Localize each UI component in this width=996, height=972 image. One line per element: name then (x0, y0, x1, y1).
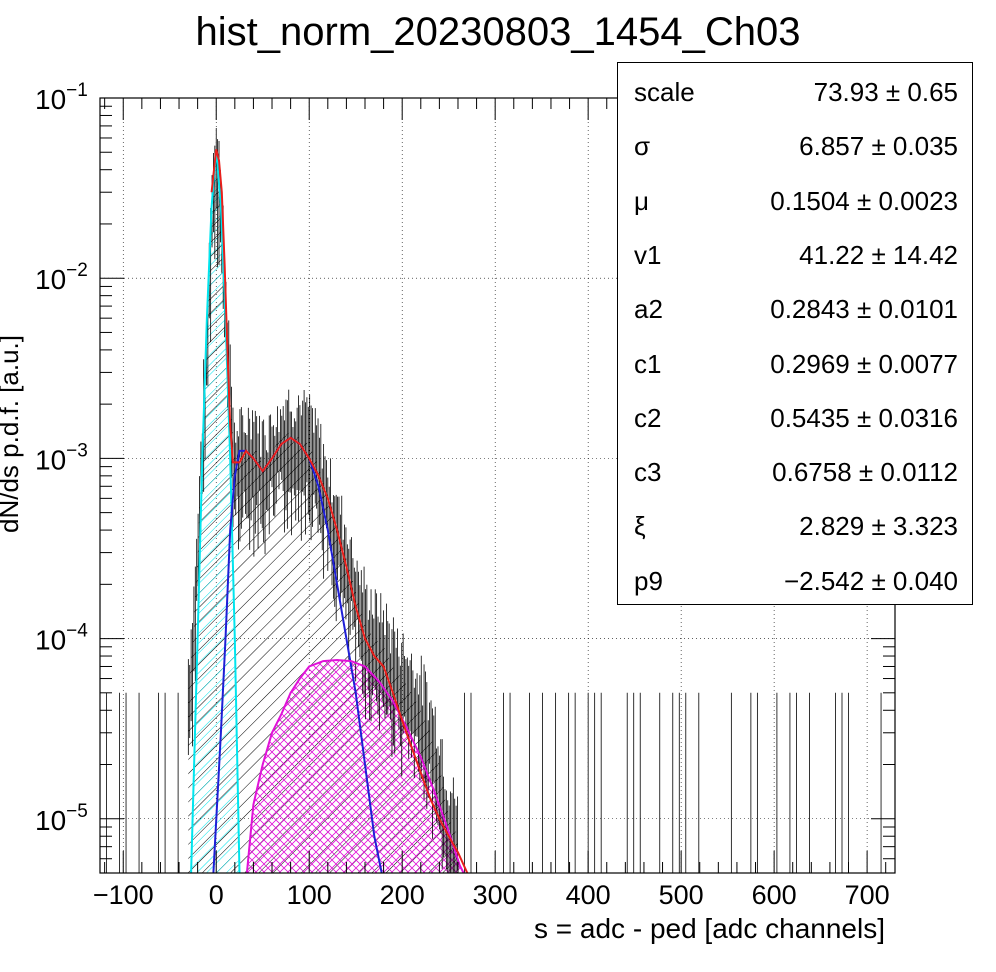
x-tick-label: 100 (287, 880, 332, 910)
stat-name: c1 (634, 348, 662, 379)
stat-row: c2 0.5435 ± 0.0316 (618, 391, 972, 445)
stat-value: 0.6758 ± 0.0112 (772, 457, 958, 488)
y-tick-label: 10−3 (35, 440, 88, 475)
y-tick-label: 10−5 (35, 801, 88, 836)
multi-photoelectron-fill (246, 660, 464, 873)
stat-row: c3 0.6758 ± 0.0112 (618, 445, 972, 499)
stat-name: a2 (634, 294, 663, 325)
y-tick-label: 10−2 (35, 260, 88, 295)
x-tick-label: 500 (659, 880, 704, 910)
stat-value: 0.1504 ± 0.0023 (770, 185, 958, 216)
stat-value: 0.5435 ± 0.0316 (770, 402, 958, 433)
x-tick-label: 600 (752, 880, 797, 910)
stat-name: μ (634, 185, 649, 216)
y-axis-label: dN/ds p.d.f. [a.u.] (0, 335, 24, 533)
stat-row: v1 41.22 ± 14.42 (618, 228, 972, 282)
stat-row: scale 73.93 ± 0.65 (618, 65, 972, 119)
stat-value: −2.542 ± 0.040 (783, 565, 958, 596)
stat-name: c3 (634, 457, 662, 488)
x-tick-label: 700 (845, 880, 890, 910)
y-tick-label: 10−4 (35, 621, 88, 656)
y-tick-label: 10−1 (35, 80, 88, 115)
x-axis-label: s = adc - ped [adc channels] (534, 913, 885, 944)
axis-ticks: −100 0 100 200 300 400 500 600 700 10−1 10−2 10−3 10… (35, 80, 895, 910)
stat-row: μ 0.1504 ± 0.0023 (618, 174, 972, 228)
stat-row: a2 0.2843 ± 0.0101 (618, 282, 972, 336)
stat-name: ξ (634, 511, 646, 542)
stat-value: 6.857 ± 0.035 (799, 131, 958, 162)
stat-name: v1 (634, 239, 662, 270)
stat-value: 41.22 ± 14.42 (799, 239, 958, 270)
x-tick-label: 400 (566, 880, 611, 910)
stat-value: 0.2969 ± 0.0077 (770, 348, 958, 379)
stat-row: σ 6.857 ± 0.035 (618, 119, 972, 173)
x-tick-label: 200 (380, 880, 425, 910)
stat-value: 73.93 ± 0.65 (813, 77, 958, 107)
pedestal-fill (191, 149, 240, 873)
stat-row: ξ 2.829 ± 3.323 (618, 499, 972, 553)
stat-value: 0.2843 ± 0.0101 (770, 294, 958, 325)
stat-value: 2.829 ± 3.323 (799, 511, 958, 542)
stat-name: c2 (634, 402, 662, 433)
fill-areas (188, 149, 464, 873)
multi-photoelectron-curve (245, 658, 465, 873)
stat-row: p9 −2.542 ± 0.040 (618, 554, 972, 608)
x-tick-label: 0 (209, 880, 224, 910)
x-tick-label: −100 (93, 880, 154, 910)
stat-name: p9 (634, 565, 663, 596)
stat-name: scale (634, 77, 695, 107)
stat-name: σ (634, 131, 651, 162)
fit-stats-box: scale 73.93 ± 0.65 σ 6.857 ± 0.035 μ 0.1504 ±… (617, 62, 973, 605)
series-lines (106, 127, 882, 873)
stat-row: c1 0.2969 ± 0.0077 (618, 337, 972, 391)
x-tick-label: 300 (473, 880, 518, 910)
chart-title: hist_norm_20230803_1454_Ch03 (195, 10, 801, 54)
total-fit-curve (210, 148, 469, 873)
